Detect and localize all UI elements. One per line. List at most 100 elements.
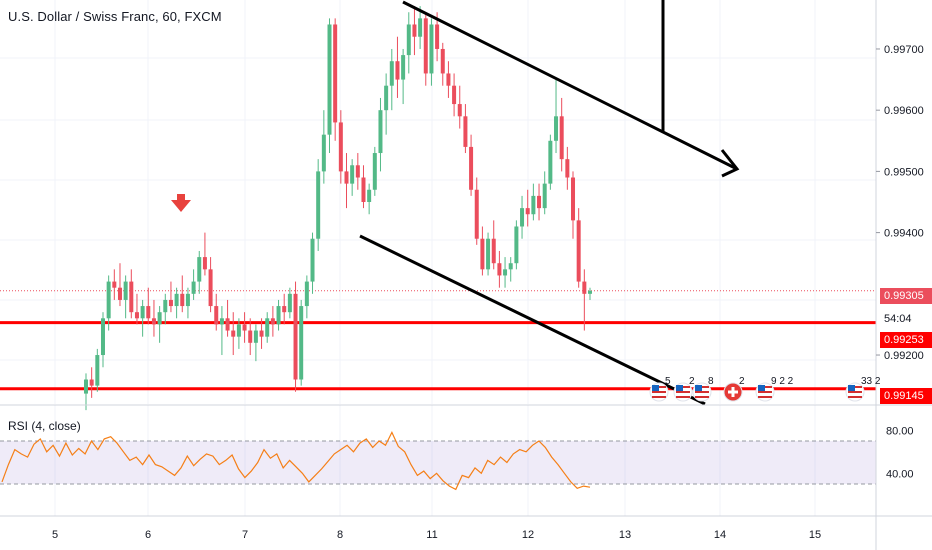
event-count: 8: [708, 376, 714, 387]
candle-body: [180, 293, 185, 307]
event-marker[interactable]: 2: [723, 376, 745, 402]
event-marker[interactable]: 2: [673, 376, 695, 402]
time-tick-label: 5: [52, 529, 58, 541]
upper-trendline: [402, 0, 736, 170]
candle-body: [440, 48, 445, 74]
signal-arrow-stem: [177, 194, 185, 202]
trend-drawings[interactable]: [171, 0, 740, 406]
chart-title: U.S. Dollar / Swiss Franc, 60, FXCM: [8, 9, 222, 24]
candle-body: [129, 281, 134, 313]
flag-canton: [695, 385, 702, 391]
candle-body: [163, 299, 168, 313]
candle-body: [463, 116, 468, 147]
time-tick-label: 11: [426, 529, 437, 541]
candle-body: [474, 189, 479, 239]
candle-body: [89, 379, 94, 386]
candle-body: [282, 306, 287, 313]
flag-stripe: [652, 391, 666, 393]
rsi-tick-label: 80.00: [886, 425, 914, 437]
candle-body: [554, 116, 559, 141]
flag-stripe: [652, 396, 666, 398]
time-tick-label: 12: [522, 529, 534, 541]
price-tick-label: 0.99600: [884, 105, 924, 117]
candle-body: [423, 18, 428, 74]
candle-body: [174, 293, 179, 307]
candle-body: [106, 281, 111, 319]
trendline-arrowhead: [720, 149, 740, 178]
candle-body: [112, 281, 117, 288]
candle-body: [435, 24, 440, 49]
candle-body: [321, 134, 326, 172]
candle-body: [248, 330, 253, 343]
candle-body: [418, 18, 423, 37]
flag-canton: [758, 385, 765, 391]
candle-body: [429, 24, 434, 74]
rsi-band: [0, 441, 876, 484]
candle-body: [157, 312, 162, 325]
candle-body: [452, 85, 457, 105]
candle-body: [185, 293, 190, 307]
candle-body: [253, 330, 258, 343]
candle-body: [457, 104, 462, 117]
economic-events[interactable]: 5 2 8 2 9 2 2 33 2: [649, 376, 881, 402]
flag-stripe: [676, 396, 690, 398]
candle-body: [304, 281, 309, 307]
candle-body: [406, 24, 411, 56]
candle-body: [270, 318, 275, 325]
rsi-title: RSI (4, close): [8, 419, 81, 433]
level-label-2: 0.99145: [880, 388, 932, 404]
candle-body: [395, 61, 400, 80]
candle-body: [95, 355, 100, 386]
time-tick-label: 8: [337, 529, 343, 541]
flag-stripe: [695, 396, 709, 398]
candle-body: [123, 281, 128, 300]
price-tick-label: 0.99700: [884, 44, 924, 56]
candle-body: [140, 306, 145, 319]
candle-body: [151, 318, 156, 325]
candle-body: [588, 290, 592, 294]
candle-body: [236, 324, 241, 337]
candle-body: [571, 177, 576, 221]
signal-arrow-icon: [171, 200, 191, 212]
bar-countdown: 54:04: [880, 311, 932, 327]
event-marker[interactable]: 9 2 2: [755, 376, 794, 402]
candle-body: [316, 171, 321, 239]
candle-body: [327, 24, 332, 135]
candle-body: [576, 220, 581, 282]
candle-body: [197, 257, 202, 282]
rsi-line: [1, 431, 591, 491]
candle-body: [378, 110, 383, 154]
event-marker[interactable]: 33 2: [845, 376, 881, 402]
event-marker[interactable]: 5: [649, 376, 671, 402]
flag-stripe: [758, 391, 772, 393]
candle-body: [214, 306, 219, 325]
flag-cross: [728, 390, 738, 394]
candle-body: [525, 208, 530, 215]
level-label-1: 0.99253: [880, 332, 932, 348]
time-tick-label: 14: [714, 529, 726, 541]
candle-body: [508, 263, 513, 270]
lower-trendline: [359, 234, 706, 406]
grid: [0, 0, 876, 516]
candle-body: [219, 318, 224, 325]
price-tick-label: 0.99200: [884, 350, 924, 362]
candle-body: [367, 189, 372, 202]
event-marker[interactable]: 8: [692, 376, 714, 402]
candle-body: [242, 324, 247, 331]
candle-body: [582, 281, 587, 294]
candlestick-series: [84, 6, 592, 411]
candle-body: [117, 287, 122, 300]
candle-body: [480, 238, 485, 270]
candle-body: [531, 195, 536, 215]
flag-canton: [652, 385, 659, 391]
candle-body: [469, 146, 474, 190]
candle-body: [84, 379, 88, 394]
candle-body: [503, 269, 508, 276]
candle-body: [514, 226, 519, 264]
candle-body: [191, 281, 196, 294]
event-count: 2: [689, 376, 695, 387]
candle-body: [293, 293, 298, 380]
event-count: 9 2 2: [771, 376, 794, 387]
